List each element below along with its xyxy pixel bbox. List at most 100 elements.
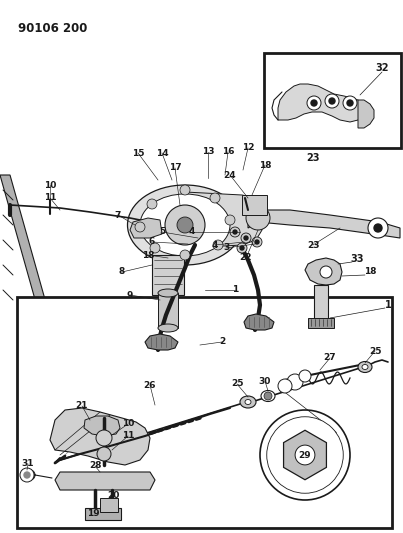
Circle shape — [347, 100, 353, 106]
Polygon shape — [130, 218, 162, 238]
Ellipse shape — [127, 185, 243, 265]
Circle shape — [311, 100, 317, 106]
Circle shape — [264, 392, 272, 400]
Text: 25: 25 — [369, 346, 381, 356]
Text: 23: 23 — [307, 240, 319, 249]
Circle shape — [278, 379, 292, 393]
Polygon shape — [278, 84, 362, 122]
Circle shape — [240, 246, 244, 250]
Polygon shape — [305, 258, 342, 285]
Text: 25: 25 — [231, 379, 243, 389]
Circle shape — [368, 218, 388, 238]
Polygon shape — [145, 334, 178, 350]
Text: 90106 200: 90106 200 — [18, 22, 87, 35]
Bar — [17, 297, 392, 528]
Circle shape — [295, 445, 315, 465]
Text: 26: 26 — [144, 381, 156, 390]
Text: 10: 10 — [44, 181, 56, 190]
Text: 15: 15 — [132, 149, 144, 157]
Circle shape — [213, 240, 223, 250]
Text: 17: 17 — [169, 164, 181, 173]
Polygon shape — [358, 100, 374, 128]
Circle shape — [320, 266, 332, 278]
Text: 4: 4 — [212, 240, 218, 249]
Text: 18: 18 — [364, 268, 376, 277]
Ellipse shape — [140, 194, 230, 256]
Circle shape — [165, 205, 205, 245]
Circle shape — [20, 468, 34, 482]
Text: 22: 22 — [240, 254, 252, 262]
Polygon shape — [84, 416, 120, 436]
Polygon shape — [284, 430, 326, 480]
Circle shape — [237, 243, 247, 253]
Text: 29: 29 — [299, 450, 311, 459]
Polygon shape — [248, 210, 400, 238]
Text: 6: 6 — [149, 238, 155, 246]
Polygon shape — [244, 314, 274, 330]
Polygon shape — [0, 175, 55, 335]
Circle shape — [180, 185, 190, 195]
Bar — [158, 293, 178, 328]
Circle shape — [24, 472, 30, 478]
Text: 28: 28 — [89, 462, 101, 471]
Text: 11: 11 — [44, 193, 56, 203]
Circle shape — [260, 410, 350, 500]
Circle shape — [150, 243, 160, 253]
Circle shape — [255, 240, 259, 244]
Polygon shape — [314, 285, 328, 320]
Text: 13: 13 — [202, 148, 214, 157]
Bar — [264, 53, 401, 148]
Text: 32: 32 — [375, 63, 389, 73]
Text: 10: 10 — [122, 419, 134, 429]
Circle shape — [233, 230, 237, 234]
Bar — [85, 508, 121, 520]
Circle shape — [180, 250, 190, 260]
Text: 33: 33 — [350, 254, 364, 264]
Text: 12: 12 — [242, 143, 254, 152]
Text: 27: 27 — [324, 353, 337, 362]
Circle shape — [374, 224, 382, 232]
Text: 1: 1 — [232, 286, 238, 295]
Ellipse shape — [358, 361, 372, 373]
Text: 18: 18 — [259, 160, 271, 169]
Text: 11: 11 — [122, 432, 134, 440]
Text: 23: 23 — [306, 153, 320, 163]
Circle shape — [329, 98, 335, 104]
Circle shape — [244, 236, 248, 240]
Polygon shape — [50, 408, 150, 465]
Circle shape — [299, 370, 311, 382]
Text: 3: 3 — [223, 244, 229, 253]
Circle shape — [135, 222, 145, 232]
Text: 9: 9 — [127, 290, 133, 300]
Bar — [152, 255, 184, 295]
Bar — [308, 318, 334, 328]
Circle shape — [97, 447, 111, 461]
Circle shape — [177, 217, 193, 233]
Circle shape — [225, 215, 235, 225]
Circle shape — [252, 237, 262, 247]
Polygon shape — [55, 472, 155, 490]
Text: 8: 8 — [119, 268, 125, 277]
Circle shape — [210, 193, 220, 203]
Text: 1: 1 — [384, 300, 391, 310]
Text: 5: 5 — [159, 228, 165, 237]
Circle shape — [267, 417, 343, 493]
Circle shape — [343, 96, 357, 110]
Circle shape — [241, 233, 251, 243]
Text: 2: 2 — [219, 337, 225, 346]
Circle shape — [307, 96, 321, 110]
Text: 4: 4 — [189, 228, 195, 237]
Bar — [242, 195, 267, 215]
Text: 19: 19 — [87, 508, 99, 518]
Text: 18: 18 — [142, 251, 154, 260]
Ellipse shape — [362, 365, 368, 369]
Circle shape — [246, 206, 270, 230]
Ellipse shape — [240, 396, 256, 408]
Text: 20: 20 — [107, 491, 119, 500]
Ellipse shape — [158, 289, 178, 297]
Circle shape — [325, 94, 339, 108]
Text: 7: 7 — [115, 211, 121, 220]
Circle shape — [96, 430, 112, 446]
Text: 24: 24 — [224, 171, 236, 180]
Ellipse shape — [245, 400, 251, 405]
